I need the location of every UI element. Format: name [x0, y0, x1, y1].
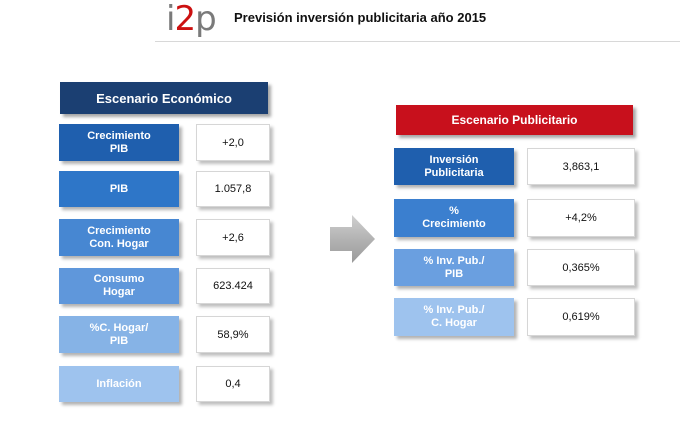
eco-label-c-hogar-pib: %C. Hogar/ PIB	[59, 316, 179, 353]
eco-label-crecimiento-hogar: Crecimiento Con. Hogar	[59, 219, 179, 256]
page-header: i2p Previsión inversión publicitaria año…	[0, 0, 680, 42]
eco-value-pib: 1.057,8	[196, 171, 270, 207]
eco-value-crecimiento-hogar: +2,6	[196, 219, 270, 256]
pub-label-inversion: Inversión Publicitaria	[394, 148, 514, 185]
pub-value-inversion: 3,863,1	[527, 148, 635, 185]
pub-label-inv-pib: % Inv. Pub./ PIB	[394, 249, 514, 286]
escenario-publicitario-header: Escenario Publicitario	[396, 105, 633, 135]
page-title: Previsión inversión publicitaria año 201…	[234, 10, 487, 25]
logo-prefix: i	[166, 0, 176, 39]
eco-value-inflacion: 0,4	[196, 366, 270, 402]
logo-suffix: p	[195, 0, 217, 39]
eco-value-c-hogar-pib: 58,9%	[196, 316, 270, 353]
eco-label-consumo-hogar: Consumo Hogar	[59, 268, 179, 304]
pub-label-crecimiento: % Crecimiento	[394, 199, 514, 237]
eco-label-inflacion: Inflación	[59, 366, 179, 402]
eco-value-crecimiento-pib: +2,0	[196, 124, 270, 161]
escenario-economico-header: Escenario Económico	[60, 82, 268, 114]
eco-value-consumo-hogar: 623.424	[196, 268, 270, 304]
logo-accent: 2	[174, 0, 196, 39]
header-divider	[155, 41, 680, 42]
pub-value-inv-hogar: 0,619%	[527, 298, 635, 336]
eco-label-crecimiento-pib: Crecimiento PIB	[59, 124, 179, 161]
arrow-right-icon	[330, 215, 375, 263]
pub-value-inv-pib: 0,365%	[527, 249, 635, 286]
i2p-logo: i2p	[166, 0, 217, 39]
pub-label-inv-hogar: % Inv. Pub./ C. Hogar	[394, 298, 514, 336]
pub-value-crecimiento: +4,2%	[527, 199, 635, 237]
eco-label-pib: PIB	[59, 171, 179, 207]
